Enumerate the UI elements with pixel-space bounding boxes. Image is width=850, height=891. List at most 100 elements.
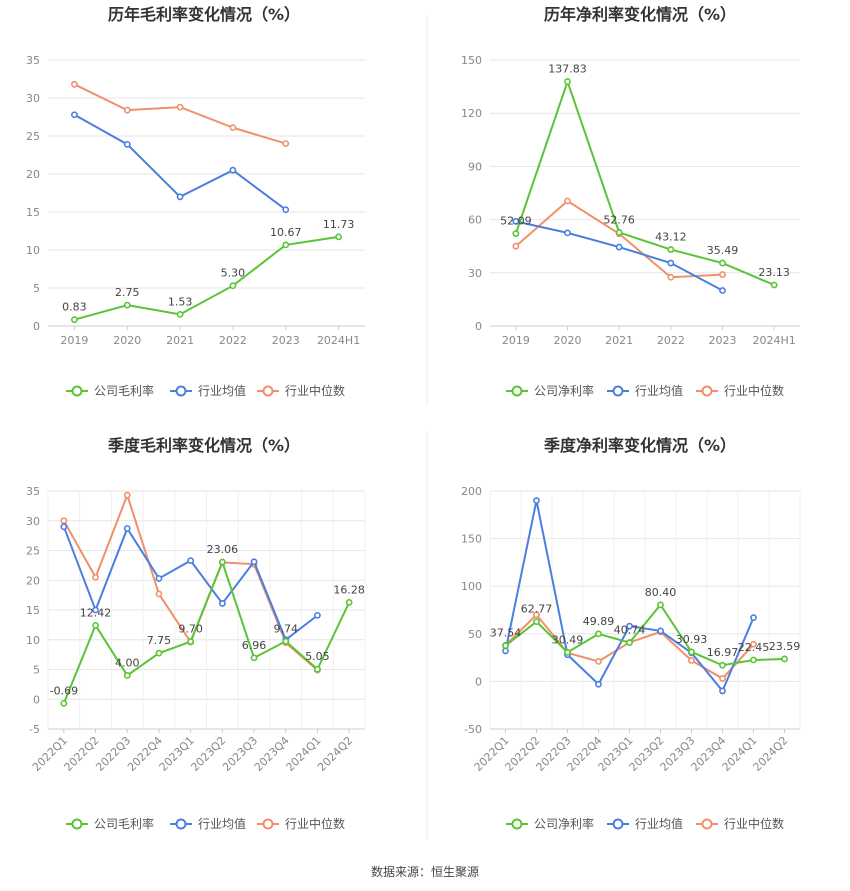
data-point xyxy=(595,680,602,688)
data-label: 10.67 xyxy=(270,226,302,239)
data-point xyxy=(123,491,131,499)
data-label: 12.42 xyxy=(80,606,112,619)
y-tick-label: -5 xyxy=(29,723,40,736)
source-note: 数据来源：恒生聚源 xyxy=(371,864,479,879)
legend-label: 公司净利率 xyxy=(534,383,594,398)
data-point xyxy=(123,672,131,679)
legend-item[interactable]: 行业均值 xyxy=(170,383,246,398)
data-point xyxy=(770,281,778,289)
data-point xyxy=(657,601,664,609)
legend-item[interactable]: 公司净利率 xyxy=(506,383,594,398)
data-point xyxy=(781,655,788,663)
legend-item[interactable]: 行业中位数 xyxy=(696,383,784,398)
y-tick-label: 15 xyxy=(26,206,40,219)
legend-item[interactable]: 行业中位数 xyxy=(257,816,345,831)
legend-item[interactable]: 行业均值 xyxy=(607,816,683,831)
y-tick-label: 0 xyxy=(475,320,482,333)
legend-label: 行业均值 xyxy=(635,816,683,831)
data-label: 9.74 xyxy=(274,622,299,635)
data-point xyxy=(229,124,237,132)
series-line xyxy=(515,199,723,279)
legend-label: 行业中位数 xyxy=(724,383,784,398)
data-point xyxy=(626,622,633,630)
x-tick-label: 2022 xyxy=(219,334,247,347)
y-tick-label: 5 xyxy=(33,664,40,677)
data-point xyxy=(667,273,675,281)
data-label: 30.49 xyxy=(552,633,584,646)
charts-group: 历年毛利率变化情况（%） 0 5 10 15 20 25 30 35 2019 2020 2021 20… xyxy=(26,5,801,831)
data-point xyxy=(71,111,78,119)
legend-item[interactable]: 行业中位数 xyxy=(257,383,345,398)
legend-label: 公司毛利率 xyxy=(94,383,154,398)
series-line xyxy=(504,603,785,667)
data-point xyxy=(595,630,602,638)
data-label: 52.76 xyxy=(603,213,635,226)
data-point xyxy=(60,517,68,525)
y-tick-label: 150 xyxy=(461,54,482,67)
data-point xyxy=(250,558,258,566)
y-tick-label: 200 xyxy=(461,485,482,498)
data-point xyxy=(564,229,571,237)
y-tick-label: 90 xyxy=(468,160,482,173)
chart-title: 历年净利率变化情况（%） xyxy=(544,5,736,24)
legend-marker-icon xyxy=(511,818,523,830)
data-point xyxy=(60,699,68,707)
legend-item[interactable]: 行业中位数 xyxy=(696,816,784,831)
data-point xyxy=(229,166,237,174)
chart-panel-2: 历年净利率变化情况（%） 0 30 60 90 120 150 2019 2020 2021 202… xyxy=(461,5,800,398)
data-point xyxy=(123,525,131,532)
data-point xyxy=(60,523,68,531)
x-tick-label: 2022 xyxy=(657,334,685,347)
series-line xyxy=(514,78,775,286)
data-label: 11.73 xyxy=(323,218,355,231)
legend-item[interactable]: 公司毛利率 xyxy=(66,383,154,398)
data-label: 23.59 xyxy=(769,640,801,653)
y-tick-label: 0 xyxy=(33,320,40,333)
data-point xyxy=(314,611,321,619)
data-point xyxy=(123,301,131,309)
data-point xyxy=(92,606,99,614)
data-label: 40.74 xyxy=(614,624,646,637)
legend-label: 行业中位数 xyxy=(285,383,345,398)
data-point xyxy=(335,233,342,241)
legend-marker-icon xyxy=(612,818,624,830)
y-tick-label: 15 xyxy=(26,604,40,617)
data-point xyxy=(512,242,520,250)
x-tick-label: 2021 xyxy=(605,334,633,347)
y-tick-label: 30 xyxy=(26,515,40,528)
series-line xyxy=(73,83,287,145)
data-point xyxy=(615,243,623,251)
legend-item[interactable]: 公司毛利率 xyxy=(66,816,154,831)
data-point xyxy=(282,637,290,645)
data-point xyxy=(688,648,695,656)
y-tick-label: 25 xyxy=(26,130,40,143)
y-tick-label: 5 xyxy=(33,282,40,295)
data-point xyxy=(564,648,571,656)
data-label: 4.00 xyxy=(115,656,140,669)
data-point xyxy=(688,657,695,664)
data-label: 0.83 xyxy=(62,301,87,314)
legend-label: 行业均值 xyxy=(198,816,246,831)
legend-item[interactable]: 行业均值 xyxy=(170,816,246,831)
data-point xyxy=(282,241,290,249)
data-label: 7.75 xyxy=(147,634,172,647)
x-tick-label: 2019 xyxy=(60,334,88,347)
data-label: 1.53 xyxy=(168,295,193,308)
legend-item[interactable]: 行业均值 xyxy=(607,383,683,398)
x-tick-label: 2020 xyxy=(113,334,141,347)
x-tick-label: 2024Q2 xyxy=(751,734,791,774)
data-point xyxy=(502,642,509,650)
legend-label: 公司净利率 xyxy=(534,816,594,831)
data-point xyxy=(719,687,726,695)
data-point xyxy=(92,621,99,629)
data-point xyxy=(155,649,163,657)
legend-marker-icon xyxy=(71,818,83,830)
series-company: 0.83 2.75 1.53 5.30 10.67 11.73 xyxy=(62,218,355,324)
data-point xyxy=(719,675,726,682)
chart-title: 历年毛利率变化情况（%） xyxy=(108,5,300,24)
y-tick-label: 50 xyxy=(468,628,482,641)
y-tick-label: 10 xyxy=(26,634,40,647)
data-point xyxy=(282,206,290,214)
legend-item[interactable]: 公司净利率 xyxy=(506,816,594,831)
